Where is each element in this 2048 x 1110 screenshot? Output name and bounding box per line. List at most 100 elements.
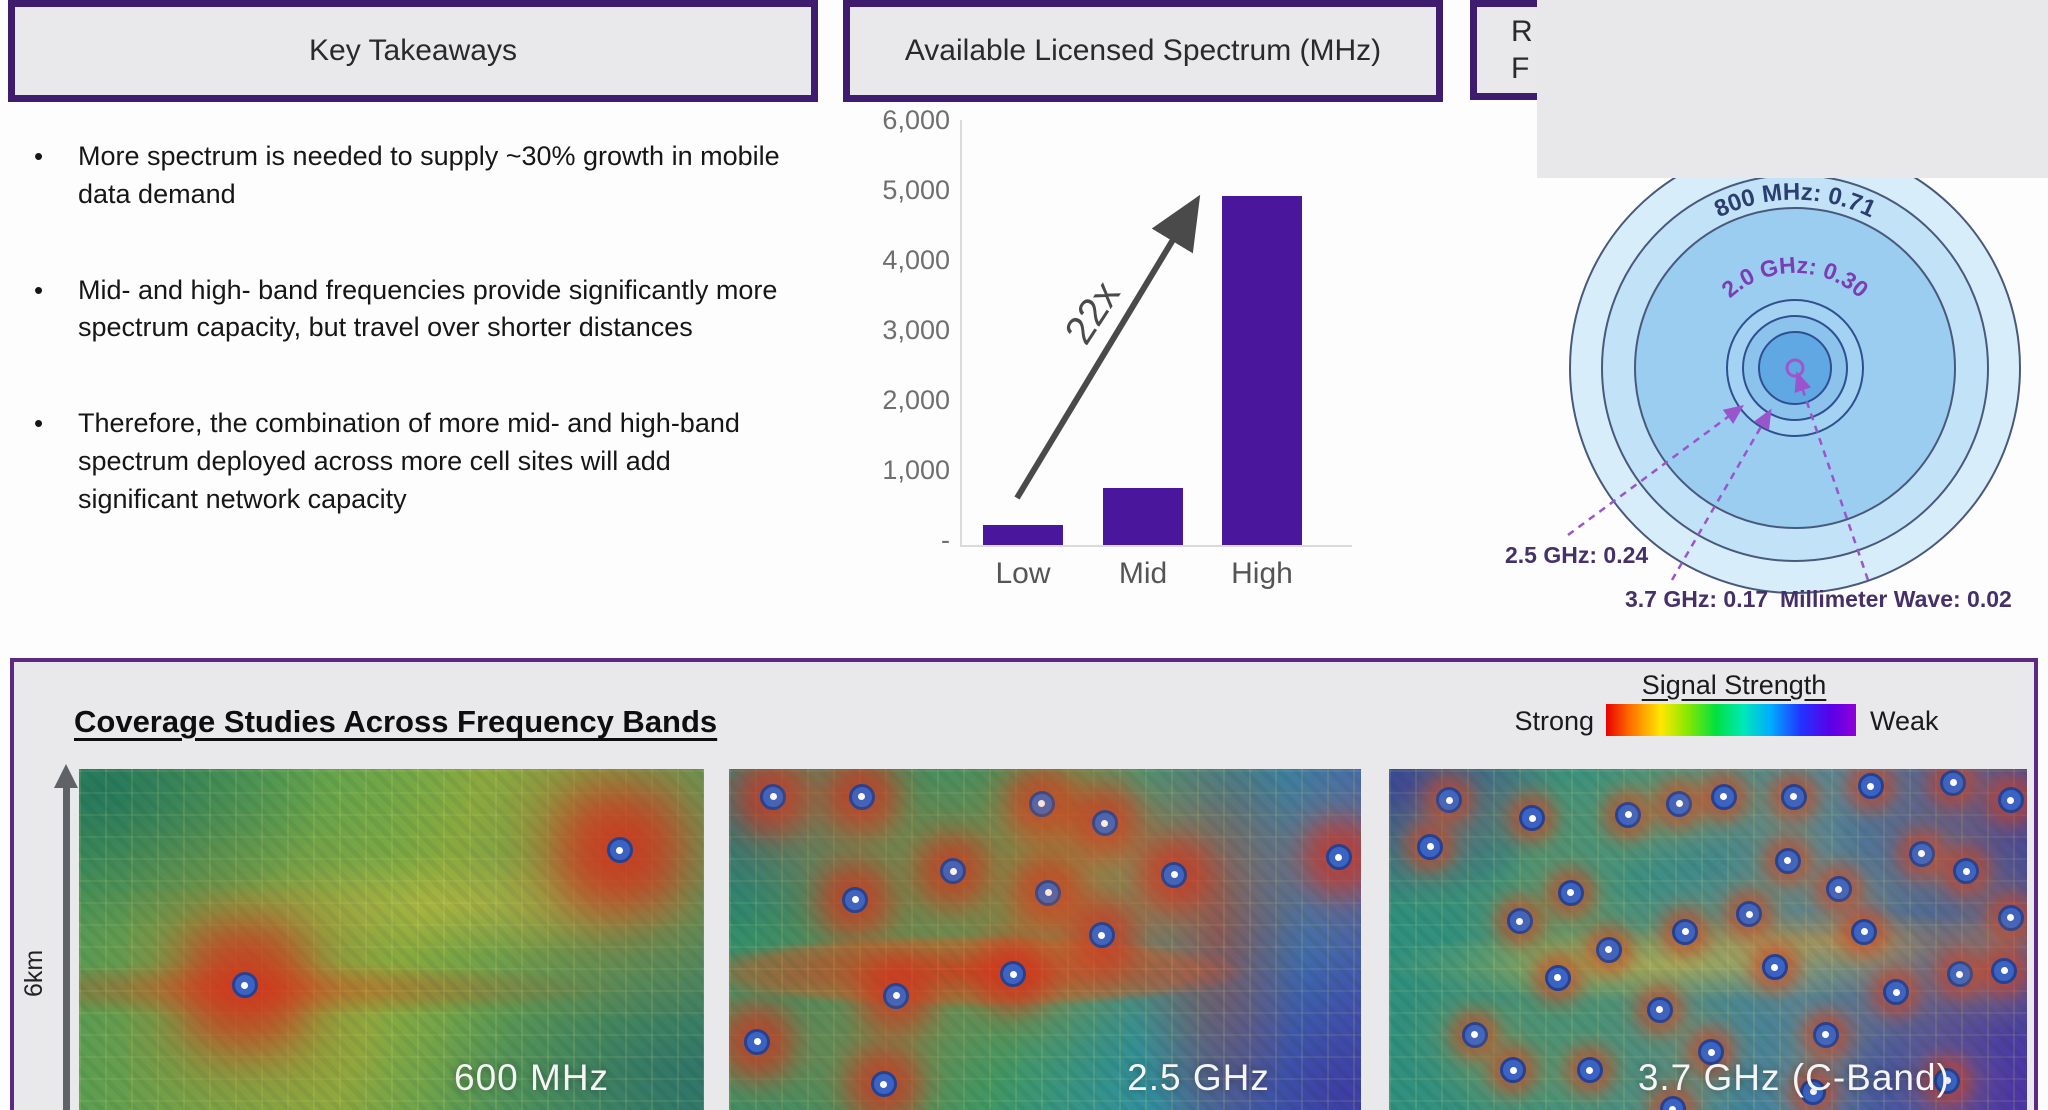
propagation-diagram: 800 MHz: 0.71 2.0 GHz: 0.30 2.5 GHz: 0.2… — [1505, 142, 2021, 612]
y-axis-tick: 1,000 — [882, 455, 950, 485]
distance-axis-label: 6km — [20, 949, 48, 997]
callout-line-mmwave — [1794, 371, 1870, 581]
coverage-title: Coverage Studies Across Frequency Bands — [74, 704, 718, 739]
cell-site-marker — [1736, 901, 1763, 927]
cell-site-marker — [1646, 996, 1673, 1023]
cell-site-marker — [1659, 1096, 1686, 1110]
cell-site-marker — [1417, 833, 1444, 860]
cell-site-marker — [1812, 1021, 1839, 1048]
cell-site-marker — [1325, 844, 1352, 871]
callout-label-3-7ghz: 3.7 GHz: 0.17 — [1625, 586, 1768, 612]
cell-site-marker — [883, 982, 910, 1009]
cell-site-marker — [1088, 922, 1115, 949]
cell-site-marker — [1672, 918, 1699, 945]
y-axis-tick: 3,000 — [882, 315, 950, 345]
cell-site-marker — [1940, 769, 1967, 796]
cell-site-marker — [1666, 790, 1693, 817]
spectrum-bar-chart: 22x 6,000 5,000 4,000 3,000 2,000 1,000 - Low Mi… — [880, 105, 1450, 615]
coverage-map-3-7ghz: 3.7 GHz (C-Band) — [1389, 769, 2027, 1110]
cell-site-marker — [744, 1028, 771, 1055]
cell-site-marker — [1500, 1057, 1527, 1084]
bullet-item: Therefore, the combination of more mid- … — [26, 405, 786, 518]
cell-site-marker — [1091, 810, 1118, 837]
cell-site-marker — [1544, 964, 1571, 991]
legend-strong-label: Strong — [1514, 706, 1594, 736]
cell-site-marker — [1774, 847, 1801, 874]
y-axis-tick: 5,000 — [882, 175, 950, 205]
cell-site-marker — [1710, 783, 1737, 810]
cell-site-marker — [1028, 790, 1055, 817]
growth-arrow-label: 22x — [1057, 274, 1129, 352]
cell-site-marker — [1436, 787, 1463, 814]
cell-site-marker — [1461, 1021, 1488, 1048]
callout-line-2-5ghz — [1567, 405, 1745, 537]
cell-site-marker — [1800, 1078, 1827, 1105]
cell-site-marker — [1576, 1057, 1603, 1084]
cell-site-marker — [1780, 783, 1807, 810]
cell-site-marker — [1761, 954, 1788, 981]
y-axis-tick: - — [941, 525, 950, 555]
bar-low — [983, 525, 1063, 545]
cell-site-marker — [1035, 879, 1061, 906]
coverage-map-2-5ghz: 2.5 GHz — [729, 769, 1361, 1110]
partial-header-line1: R — [1511, 14, 1533, 48]
map-label: 2.5 GHz — [1127, 1057, 1270, 1098]
bar-high — [1222, 196, 1302, 545]
bullet-item: More spectrum is needed to supply ~30% g… — [26, 138, 786, 214]
cell-site-marker — [1997, 787, 2024, 814]
cell-site-marker — [1934, 1067, 1961, 1094]
cell-site-marker — [1908, 840, 1935, 867]
cell-site-marker — [1519, 805, 1546, 832]
cell-site-marker — [1857, 773, 1884, 800]
cell-site-marker — [1595, 936, 1622, 963]
callout-label-mmwave: Millimeter Wave: 0.02 — [1780, 586, 2012, 612]
gray-overlay — [1537, 0, 2048, 178]
cell-site-marker — [1953, 858, 1980, 885]
legend-weak-label: Weak — [1870, 706, 1939, 736]
cell-site-marker — [1615, 801, 1642, 828]
cell-site-marker — [231, 972, 258, 998]
bar-mid — [1103, 488, 1183, 545]
cell-site-marker — [1161, 861, 1188, 888]
chart-baseline — [960, 545, 1352, 547]
partial-header-line2: F — [1511, 52, 1530, 85]
key-takeaways-header: Key Takeaways — [8, 0, 818, 102]
y-axis-tick: 6,000 — [882, 105, 950, 135]
map-label: 600 MHz — [454, 1057, 610, 1098]
cell-site-marker — [1825, 876, 1852, 903]
cell-site-marker — [1506, 908, 1533, 935]
y-axis-tick: 2,000 — [882, 385, 950, 415]
growth-arrow — [1014, 194, 1201, 500]
legend-title: Signal Strength — [1641, 670, 1827, 700]
cell-site-marker — [606, 837, 633, 864]
bullet-item: Mid- and high- band frequencies provide … — [26, 272, 786, 348]
cell-site-marker — [1883, 979, 1910, 1006]
cell-site-marker — [842, 886, 869, 913]
cell-site-marker — [1557, 879, 1584, 906]
coverage-panel: Coverage Studies Across Frequency Bands … — [10, 658, 2038, 1110]
key-takeaways-title: Key Takeaways — [309, 34, 517, 67]
cell-site-marker — [870, 1071, 897, 1098]
cell-site-marker — [1991, 957, 2018, 984]
cell-site-marker — [1000, 961, 1027, 988]
key-takeaways-list: More spectrum is needed to supply ~30% g… — [26, 138, 786, 577]
map-label: 3.7 GHz (C-Band) — [1637, 1057, 1950, 1098]
cell-site-marker — [1851, 918, 1878, 945]
cell-site-marker — [1698, 1039, 1724, 1066]
y-axis-tick: 4,000 — [882, 245, 950, 275]
chart-y-axis — [960, 120, 962, 545]
x-axis-label: High — [1231, 557, 1293, 590]
x-axis-label: Low — [995, 557, 1051, 590]
x-axis-label: Mid — [1118, 557, 1168, 590]
distance-axis — [63, 784, 70, 1110]
cell-site-marker — [940, 858, 967, 885]
cell-site-marker — [848, 783, 875, 810]
callout-label-2-5ghz: 2.5 GHz: 0.24 — [1505, 542, 1648, 568]
spectrum-chart-header: Available Licensed Spectrum (MHz) — [843, 0, 1443, 102]
spectrum-chart-title: Available Licensed Spectrum (MHz) — [904, 34, 1382, 67]
coverage-map-600mhz: 600 MHz — [79, 769, 704, 1110]
cell-site-marker — [1946, 961, 1973, 988]
ring-inner — [1758, 331, 1832, 405]
cell-site-marker — [1997, 904, 2024, 931]
